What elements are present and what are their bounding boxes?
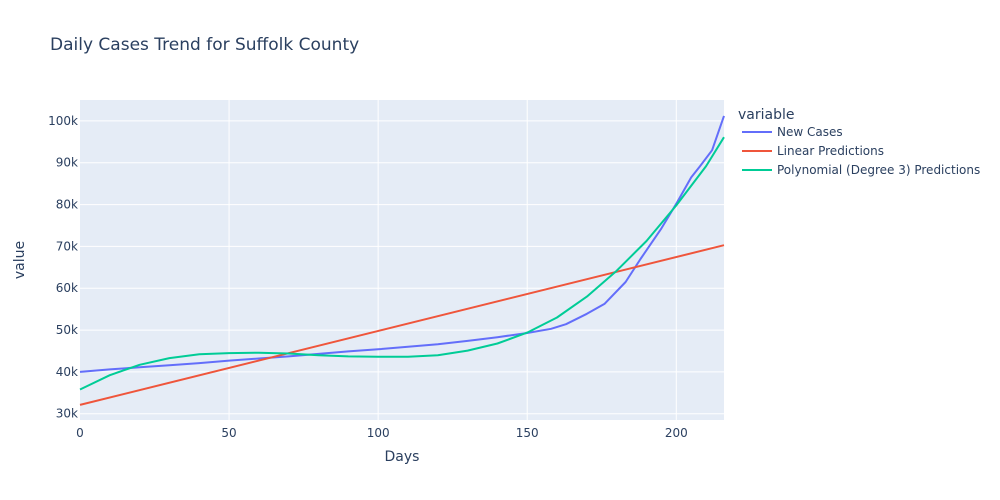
x-tick-label: 0 bbox=[76, 426, 84, 440]
x-tick-label: 50 bbox=[221, 426, 236, 440]
y-tick-label: 40k bbox=[56, 365, 78, 379]
y-tick-label: 60k bbox=[56, 281, 78, 295]
y-tick-label: 70k bbox=[56, 239, 78, 253]
x-axis-title: Days bbox=[385, 449, 420, 465]
legend-entry-2[interactable]: Polynomial (Degree 3) Predictions bbox=[777, 163, 980, 177]
series-lines bbox=[79, 115, 725, 406]
y-tick-label: 100k bbox=[48, 114, 78, 128]
chart-title: Daily Cases Trend for Suffolk County bbox=[50, 35, 359, 55]
plot-area bbox=[80, 100, 724, 420]
x-tick-label: 200 bbox=[665, 426, 688, 440]
x-tick-label: 150 bbox=[516, 426, 539, 440]
y-tick-label: 50k bbox=[56, 323, 78, 337]
legend: variable New Cases Linear Predictions Poly… bbox=[738, 107, 980, 177]
series-line-2 bbox=[79, 136, 725, 391]
legend-entry-1[interactable]: Linear Predictions bbox=[777, 144, 884, 158]
y-tick-label: 90k bbox=[56, 156, 78, 170]
y-tick-label: 80k bbox=[56, 198, 78, 212]
y-tick-label: 30k bbox=[56, 407, 78, 421]
tick-labels: 0 50 100 150 200 30k 40k 50k 60k 70k 80k 90k 100k bbox=[48, 114, 688, 440]
legend-title: variable bbox=[738, 107, 794, 123]
y-axis-title: value bbox=[12, 241, 28, 279]
legend-entry-0[interactable]: New Cases bbox=[777, 125, 843, 139]
series-line-0 bbox=[79, 115, 725, 373]
gridlines bbox=[80, 100, 724, 420]
x-tick-label: 100 bbox=[367, 426, 390, 440]
